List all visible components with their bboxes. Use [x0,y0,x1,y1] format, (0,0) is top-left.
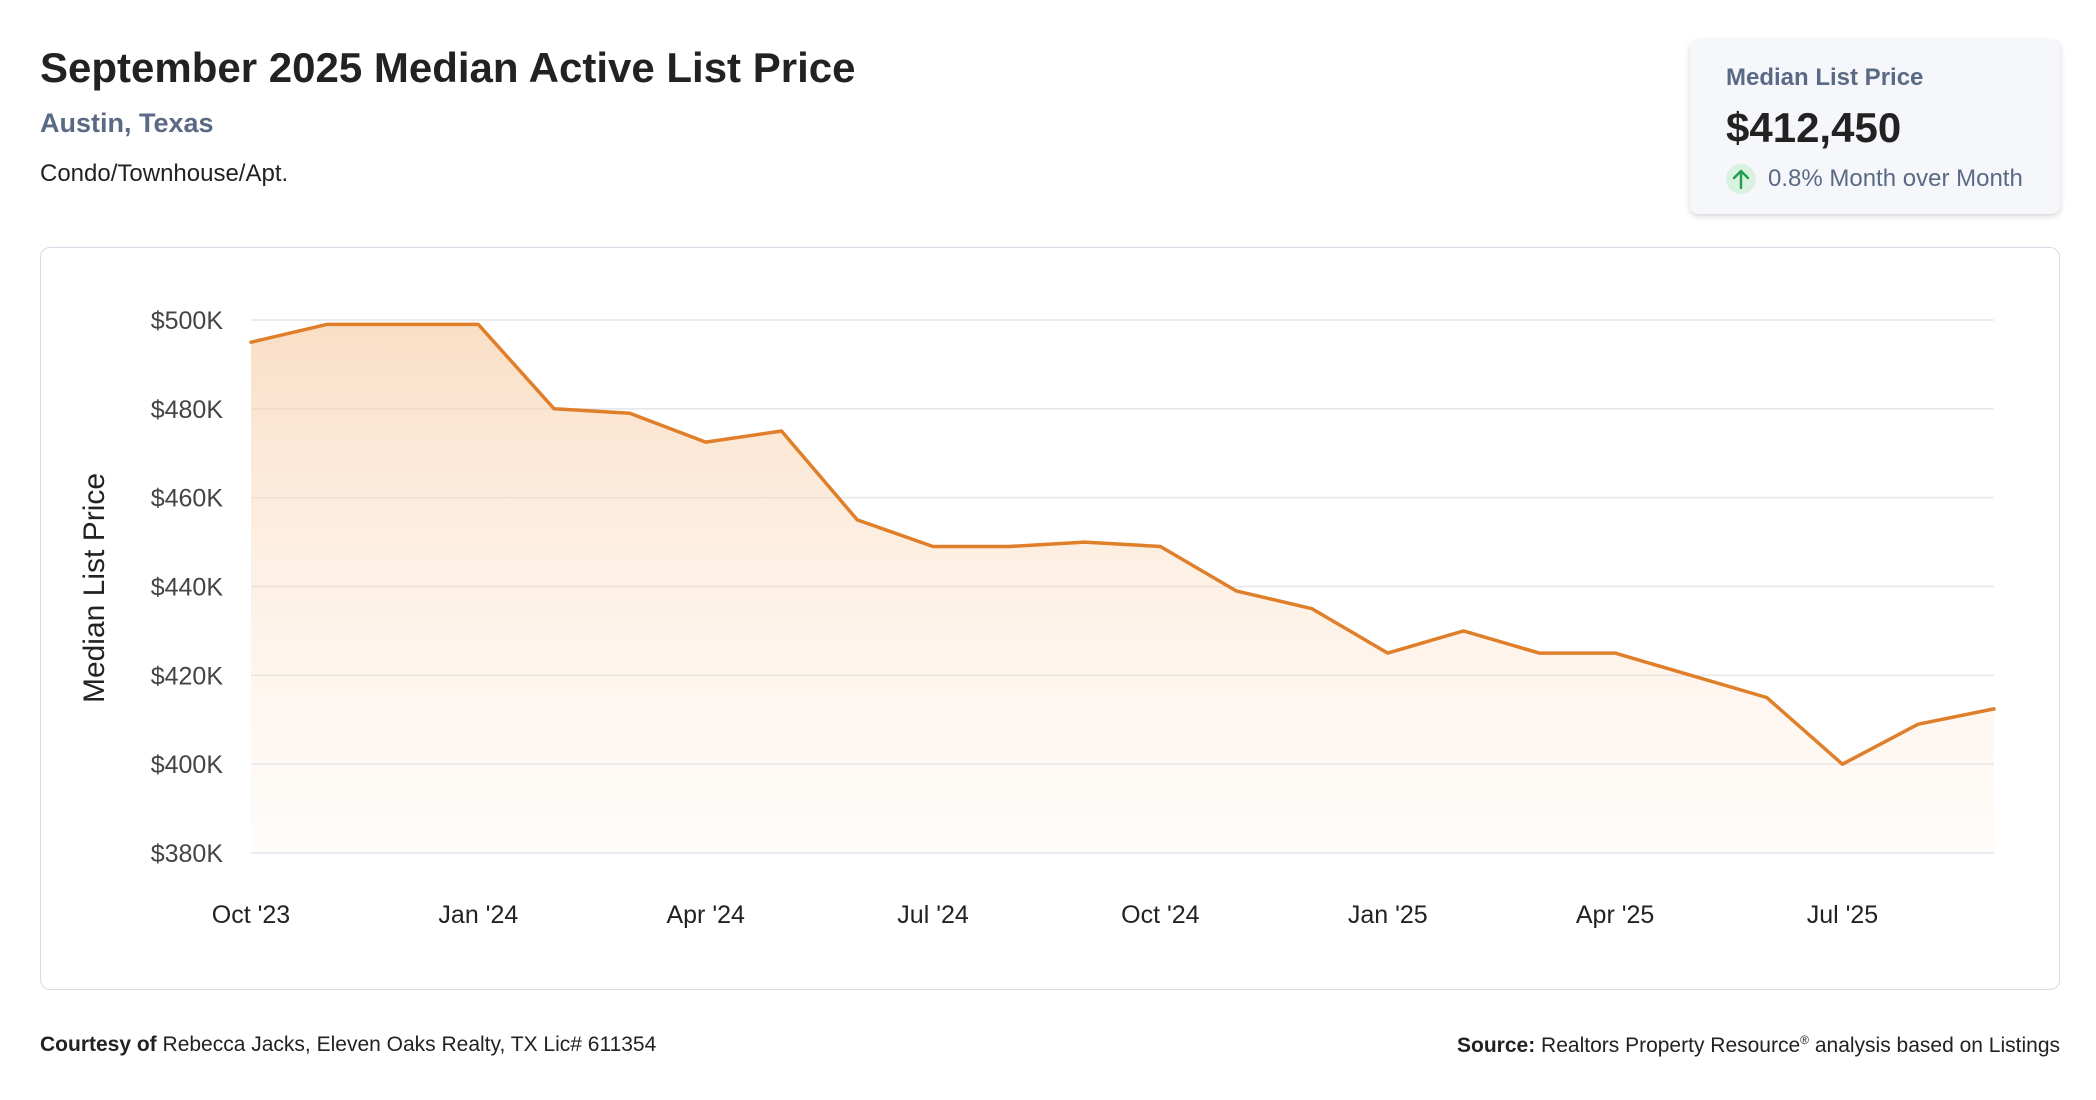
x-tick-label: Oct '23 [212,901,290,929]
data-point [1765,696,1769,700]
data-point [552,407,556,411]
data-point [1158,545,1162,549]
series-line [249,322,1996,766]
x-tick-label: Oct '24 [1121,901,1200,929]
data-point [1537,651,1541,655]
y-tick-label: $380K [151,840,224,868]
data-point [249,340,253,344]
data-point [1689,673,1693,677]
data-point [628,411,632,415]
x-tick-label: Jul '24 [897,901,969,929]
y-axis-label: Median List Price [78,473,111,703]
source-suffix: analysis based on Listings [1814,1034,2060,1057]
data-point [1007,545,1011,549]
stat-label: Median List Price [1726,64,1924,91]
arrow-up-icon [1726,164,1756,194]
page-title: September 2025 Median Active List Price [40,44,856,91]
series-area [251,324,1994,853]
data-point [1613,651,1617,655]
y-tick-label: $480K [151,396,224,424]
x-tick-label: Apr '24 [666,901,745,929]
data-point [931,545,935,549]
data-point [1840,762,1844,766]
chart-container: $500K $480K $460K $440K $420K $400K $380K Oct … [40,247,2060,990]
data-point [1234,589,1238,593]
data-point [855,518,859,522]
stat-value: $412,450 [1726,104,1902,151]
y-tick-label: $420K [151,662,224,690]
stat-change: 0.8% Month over Month [1726,164,2060,194]
courtesy-text: Rebecca Jacks, Eleven Oaks Realty, TX Li… [162,1033,657,1056]
data-point [1462,629,1466,633]
data-point [1083,540,1087,544]
data-point [401,322,405,326]
data-point [476,322,480,326]
property-type-label: Condo/Townhouse/Apt. [40,160,289,187]
y-tick-label: $440K [151,574,224,602]
data-point [325,322,329,326]
source-label: Source: [1457,1034,1536,1057]
stat-change-text: 0.8% Month over Month [1768,165,2023,192]
registered-mark: ® [1800,1033,1809,1047]
x-tick-label: Jan '25 [1348,901,1428,929]
courtesy-footer: Courtesy of Rebecca Jacks, Eleven Oaks R… [40,1033,656,1057]
data-point [779,429,783,433]
location-label: Austin, Texas [40,108,214,138]
data-point [1992,707,1996,711]
x-tick-label: Jan '24 [438,901,518,929]
source-text: Realtors Property Resource [1541,1034,1801,1057]
y-tick-label: $460K [151,485,224,513]
price-chart: $500K $480K $460K $440K $420K $400K $380K Oct … [78,307,1996,929]
median-price-card: Median List Price $412,450 0.8% Month ov… [1690,40,2060,214]
data-point [1916,722,1920,726]
data-point [1310,607,1314,611]
y-tick-label: $500K [151,307,224,335]
data-point [704,440,708,444]
data-point [1386,651,1390,655]
courtesy-label: Courtesy of [40,1033,157,1056]
y-tick-label: $400K [151,751,224,779]
source-footer: Source: Realtors Property Resource® anal… [1457,1033,2060,1058]
x-tick-label: Apr '25 [1576,901,1654,929]
x-tick-label: Jul '25 [1807,901,1878,929]
